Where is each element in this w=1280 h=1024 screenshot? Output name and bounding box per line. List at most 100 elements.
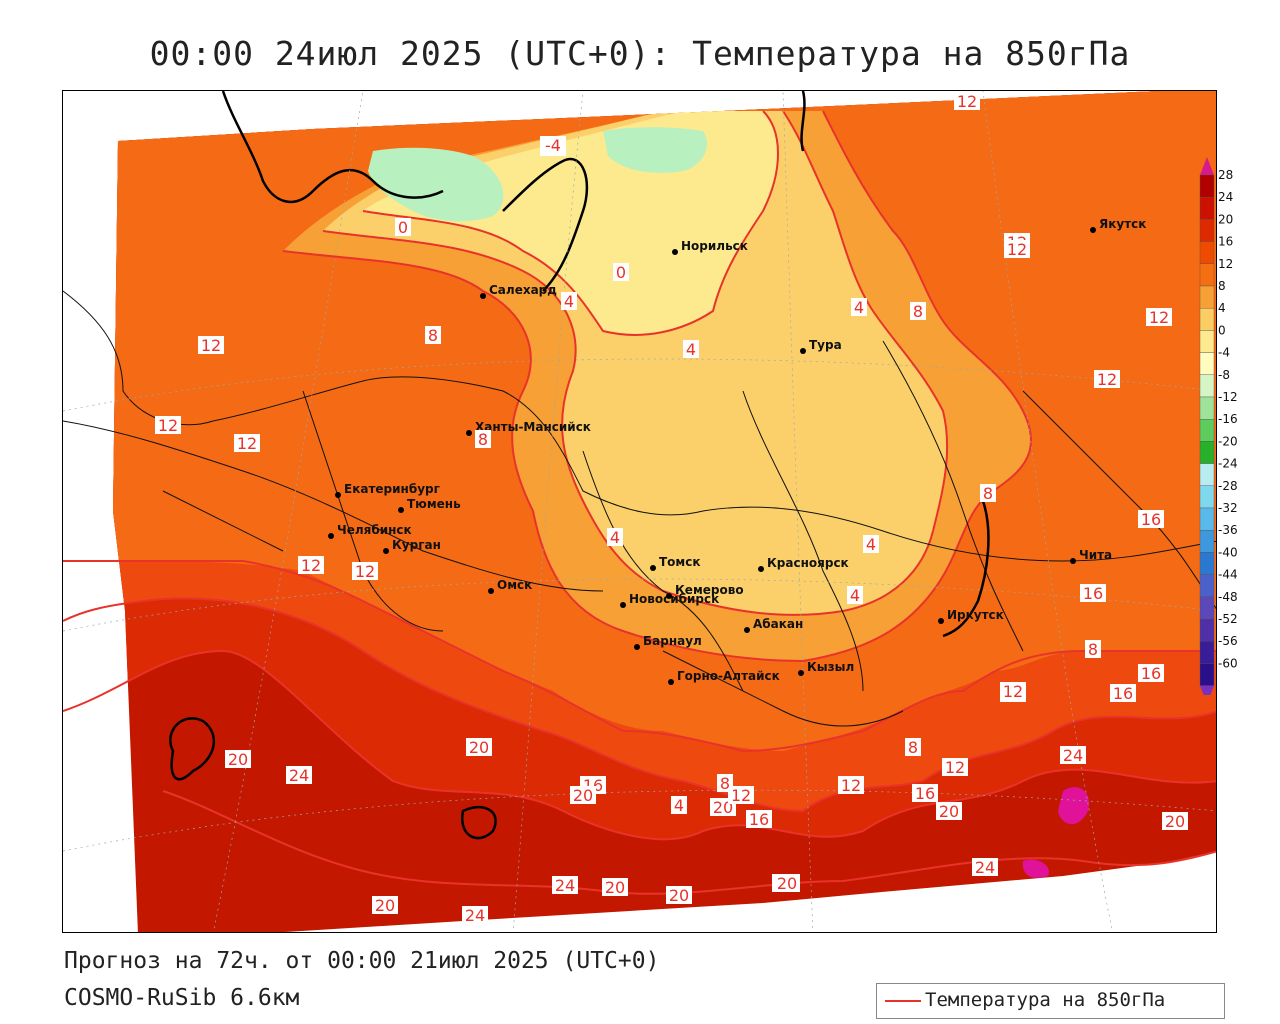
city-dot [383, 548, 389, 554]
city-label: Иркутск [947, 608, 1004, 622]
colorbar-tick-label: 8 [1218, 279, 1226, 293]
city-dot [758, 566, 764, 572]
colorbar-tick-label: -52 [1218, 612, 1238, 626]
contour-label-bg [613, 263, 629, 281]
colorbar-swatch [1199, 396, 1215, 420]
coastline [169, 91, 990, 840]
contour-value-label: 16 [1141, 664, 1161, 683]
contour-label-bg [602, 878, 628, 896]
colorbar-swatch [1199, 574, 1215, 598]
city-label: Омск [497, 578, 532, 592]
contour-value-label: 24 [555, 876, 575, 895]
colorbar-tick-label: 0 [1218, 323, 1226, 337]
contour-label-bg [234, 434, 260, 452]
contour-value-label: 20 [605, 878, 625, 897]
city-dot [668, 679, 674, 685]
contour-label-bg [728, 786, 754, 804]
contour-label-bg [954, 92, 980, 110]
city-label: Якутск [1099, 217, 1146, 231]
contour-label-bg [286, 766, 312, 784]
colorbar-tick-label: -24 [1218, 457, 1238, 471]
contour-label-bg [910, 302, 926, 320]
colorbar-tick-label: -4 [1218, 346, 1230, 360]
contour-label-bg [774, 874, 800, 892]
city-dot [1090, 227, 1096, 233]
city-dot [398, 507, 404, 513]
colorbar-tick-label: 20 [1218, 212, 1233, 226]
city-dot [800, 348, 806, 354]
contour-value-labels: 12-4001212484812121212128412816441641241… [155, 92, 1188, 925]
contour-label-bg [561, 292, 577, 310]
contour-label-bg [847, 586, 863, 604]
city-dot [488, 588, 494, 594]
contour-label-bg [1138, 510, 1164, 528]
city-label: Красноярск [767, 556, 849, 570]
colorbar-swatch [1199, 441, 1215, 464]
map-title: 00:00 24июл 2025 (UTC+0): Температура на… [149, 34, 1131, 73]
contour-label-bg [1146, 308, 1172, 326]
contour-value-label: 12 [945, 758, 965, 777]
map-legend: Температура на 850гПа [876, 983, 1225, 1019]
city-dot [744, 627, 750, 633]
city-dot [335, 492, 341, 498]
colorbar-tick-label: -16 [1218, 412, 1238, 426]
colorbar-swatch [1199, 485, 1215, 509]
contour-label-bg [372, 896, 398, 914]
colorbar-tick-label: 12 [1218, 257, 1233, 271]
forecast-info: Прогноз на 72ч. от 00:00 21июл 2025 (UTC… [64, 948, 660, 974]
city-dot [328, 533, 334, 539]
city-label: Кызыл [807, 660, 854, 674]
colorbar-swatch [1199, 552, 1215, 575]
contour-label-bg [540, 136, 566, 154]
contour-label-bg [1085, 640, 1101, 658]
contour-value-label: 4 [850, 586, 860, 605]
contour-value-label: 12 [301, 556, 321, 575]
colorbar-swatch [1199, 507, 1215, 531]
colorbar-swatch [1199, 374, 1215, 398]
city-label: Курган [392, 538, 441, 552]
city-label: Чита [1079, 548, 1112, 562]
colorbar-tick-label: -44 [1218, 568, 1238, 582]
contour-value-label: 12 [1003, 682, 1023, 701]
contour-value-label: 20 [228, 750, 248, 769]
city-label: Кемерово [675, 583, 744, 597]
city-label: Норильск [681, 239, 748, 253]
contour-value-label: 12 [158, 416, 178, 435]
colorbar-tick-label: -36 [1218, 523, 1238, 537]
colorbar-tick-label: -56 [1218, 634, 1238, 648]
contour-label-bg [462, 906, 488, 924]
contour-label-bg [607, 528, 623, 546]
colorbar-swatch [1199, 663, 1215, 686]
contour-label-bg [298, 556, 324, 574]
colorbar-tick-label: -8 [1218, 368, 1230, 382]
contour-label-bg [425, 326, 441, 344]
contour-value-label: 4 [866, 535, 876, 554]
colorbar-min-arrow [1200, 685, 1214, 695]
contour-label-bg [905, 738, 921, 756]
colorbar-swatch [1199, 285, 1215, 309]
city-dot [666, 593, 672, 599]
colorbar-tick-label: -28 [1218, 479, 1238, 493]
city-label: Барнаул [643, 634, 702, 648]
city-label: Екатеринбург [344, 482, 440, 496]
colorbar-swatch [1199, 352, 1215, 376]
contour-value-label: 12 [1149, 308, 1169, 327]
contour-label-bg [942, 758, 968, 776]
contour-label-bg [1004, 240, 1030, 258]
contour-value-label: 8 [908, 738, 918, 757]
colorbar-tick-label: -40 [1218, 545, 1238, 559]
temperature-field [113, 91, 1216, 932]
colorbar-tick-label: -20 [1218, 434, 1238, 448]
contour-value-label: 24 [465, 906, 485, 925]
contour-label-bg [666, 886, 692, 904]
contour-value-label: 12 [841, 776, 861, 795]
contour-value-label: 16 [1141, 510, 1161, 529]
city-markers: Норильск Якутск Салехард Тура Ханты-Мансийск… [328, 217, 1146, 685]
city-dot [1070, 558, 1076, 564]
city-dot [620, 602, 626, 608]
contour-value-label: 4 [610, 528, 620, 547]
contour-label-bg [980, 484, 996, 502]
contour-value-label: 12 [1007, 240, 1027, 259]
map-frame: Норильск Якутск Салехард Тура Ханты-Мансийск… [62, 90, 1217, 933]
contour-value-label: 20 [573, 786, 593, 805]
